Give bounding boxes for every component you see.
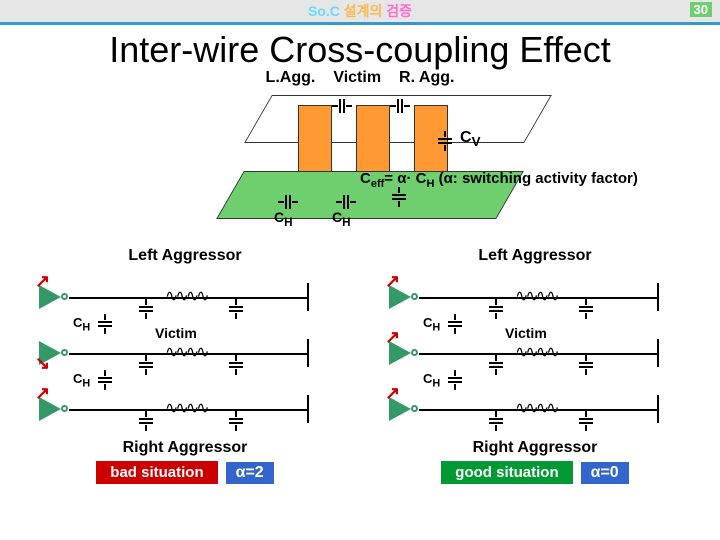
signal-arrow-icon: ↗	[35, 383, 50, 404]
cap-icon	[278, 195, 298, 209]
circuit-good: Left Aggressor↗∿∿∿∿CH↗∿∿∿∿CHVictim↗∿∿∿∿R…	[375, 247, 695, 484]
wire-row: ↗ ∿∿∿∿	[375, 381, 695, 437]
inverter-bubble-icon	[61, 349, 68, 356]
situation-row: good situation α=0	[375, 461, 695, 484]
situation-row: bad situation α=2	[25, 461, 345, 484]
bar-l	[298, 105, 332, 175]
equation: Ceff= α· CH (α: switching activity facto…	[360, 170, 638, 190]
header-title: So.C 설계의 검증	[308, 1, 412, 21]
signal-arrow-icon: ↗	[35, 271, 50, 292]
cv-label: CV	[460, 129, 480, 149]
cap-icon	[489, 411, 503, 431]
cap-icon	[229, 411, 243, 431]
header-rule	[0, 22, 720, 25]
circ-title: Left Aggressor	[25, 247, 345, 265]
wire-row: ↗ ∿∿∿∿	[25, 381, 345, 437]
inverter-bubble-icon	[61, 293, 68, 300]
resistor-icon: ∿∿∿∿	[515, 398, 557, 418]
label-ragg: R. Agg.	[399, 69, 454, 87]
cap-icon	[332, 99, 352, 113]
cap-icon	[438, 131, 452, 151]
cap-icon	[229, 355, 243, 375]
cap-icon	[579, 411, 593, 431]
wire-end	[657, 283, 659, 311]
cap-icon	[139, 411, 153, 431]
right-agg-label: Right Aggressor	[25, 439, 345, 457]
situation-label: bad situation	[96, 461, 217, 484]
wire-end	[307, 283, 309, 311]
wire-row: ↘∿∿∿∿CHVictim	[25, 325, 345, 381]
ch-label: CH	[274, 209, 293, 229]
ch-label: CH	[332, 209, 351, 229]
situation-label: good situation	[441, 461, 572, 484]
resistor-icon: ∿∿∿∿	[165, 342, 207, 362]
inverter-bubble-icon	[411, 349, 418, 356]
wire-end	[307, 339, 309, 367]
circuits-row: Left Aggressor↗∿∿∿∿CH↘∿∿∿∿CHVictim↗∿∿∿∿R…	[0, 247, 720, 484]
resistor-icon: ∿∿∿∿	[515, 342, 557, 362]
header-bar: So.C 설계의 검증 30	[0, 0, 720, 22]
cap-icon	[229, 299, 243, 319]
cap-icon	[336, 195, 356, 209]
cap-icon	[139, 299, 153, 319]
label-victim: Victim	[333, 69, 381, 87]
circ-title: Left Aggressor	[375, 247, 695, 265]
cap-icon	[139, 355, 153, 375]
inverter-bubble-icon	[411, 293, 418, 300]
eq-post: (α: switching activity factor)	[434, 170, 637, 187]
victim-label: Victim	[505, 325, 547, 341]
inverter-bubble-icon	[411, 405, 418, 412]
cap-icon	[489, 355, 503, 375]
cap-icon	[579, 355, 593, 375]
eq-mid: = α· C	[384, 170, 426, 187]
cap-icon	[392, 187, 406, 207]
circuit-bad: Left Aggressor↗∿∿∿∿CH↘∿∿∿∿CHVictim↗∿∿∿∿R…	[25, 247, 345, 484]
eq-sub: eff	[371, 178, 384, 190]
cap-icon	[390, 99, 410, 113]
cap-icon	[489, 299, 503, 319]
wire-row: ↗∿∿∿∿CH	[375, 269, 695, 325]
wire-end	[307, 395, 309, 423]
wire-end	[657, 395, 659, 423]
signal-arrow-icon: ↗	[385, 327, 400, 348]
eq-c: C	[360, 170, 371, 187]
signal-arrow-icon: ↘	[35, 353, 50, 374]
bar-v	[356, 105, 390, 175]
right-agg-label: Right Aggressor	[375, 439, 695, 457]
signal-arrow-icon: ↗	[385, 383, 400, 404]
slide-title: Inter-wire Cross-coupling Effect	[0, 29, 720, 71]
resistor-icon: ∿∿∿∿	[515, 286, 557, 306]
page-number: 30	[690, 2, 712, 17]
wire-end	[657, 339, 659, 367]
alpha-value: α=2	[226, 462, 274, 484]
resistor-icon: ∿∿∿∿	[165, 286, 207, 306]
victim-label: Victim	[155, 325, 197, 341]
diagram-3d: CV CH CH	[170, 95, 550, 235]
wire-row: ↗∿∿∿∿CHVictim	[375, 325, 695, 381]
cap-icon	[579, 299, 593, 319]
signal-arrow-icon: ↗	[385, 271, 400, 292]
top-labels: L.Agg. Victim R. Agg.	[0, 69, 720, 87]
alpha-value: α=0	[581, 462, 629, 484]
label-lagg: L.Agg.	[266, 69, 316, 87]
resistor-icon: ∿∿∿∿	[165, 398, 207, 418]
inverter-bubble-icon	[61, 405, 68, 412]
wire-row: ↗∿∿∿∿CH	[25, 269, 345, 325]
